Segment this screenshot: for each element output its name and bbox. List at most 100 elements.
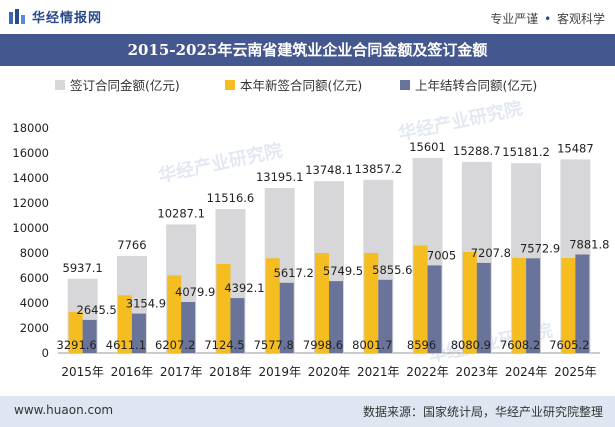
data-label-carried-over: 7572.9 (520, 241, 560, 255)
data-label-signed-total: 10287.1 (157, 206, 205, 220)
bar-new-signed (167, 275, 182, 353)
data-label-signed-total: 5937.1 (63, 261, 103, 275)
data-label-signed-total: 15181.2 (502, 145, 550, 159)
y-tick-label: 18000 (12, 121, 49, 135)
data-label-new-signed: 6207.2 (155, 338, 195, 352)
data-label-carried-over: 7005 (427, 248, 456, 262)
bar-new-signed (216, 263, 231, 353)
y-tick-label: 8000 (20, 246, 49, 260)
data-label-new-signed: 7605.2 (549, 338, 589, 352)
x-tick-label: 2025年 (554, 365, 597, 379)
legend-item-signed-total: 签订合同金额(亿元) (55, 75, 180, 94)
data-label-carried-over: 5749.5 (323, 264, 363, 278)
y-tick-label: 16000 (12, 146, 49, 160)
data-label-carried-over: 4392.1 (224, 281, 264, 295)
bar-new-signed (462, 251, 477, 353)
footer-source: 数据来源：国家统计局，华经产业研究院整理 (362, 405, 603, 419)
data-label-new-signed: 7124.5 (204, 338, 244, 352)
top-bar: 华经情报网 专业严谨 • 客观科学 (0, 0, 615, 34)
data-label-new-signed: 4611.1 (106, 338, 146, 352)
bar-carried-over (329, 281, 343, 353)
data-label-new-signed: 7577.8 (254, 338, 294, 352)
slogan: 专业严谨 • 客观科学 (490, 10, 605, 27)
data-label-carried-over: 7881.8 (569, 237, 609, 251)
x-tick-label: 2023年 (456, 365, 499, 379)
data-label-new-signed: 8080.9 (451, 338, 491, 352)
data-label-signed-total: 13748.1 (305, 163, 353, 177)
bar-new-signed (117, 295, 132, 353)
y-tick-label: 14000 (12, 171, 49, 185)
footer-url[interactable]: www.huaon.com (14, 403, 114, 417)
slogan-right: 客观科学 (556, 12, 605, 26)
bar-new-signed (413, 245, 428, 353)
data-label-new-signed: 8596 (407, 338, 436, 352)
data-label-new-signed: 7998.6 (303, 338, 343, 352)
data-label-carried-over: 5617.2 (274, 266, 314, 280)
data-label-carried-over: 4079.9 (175, 285, 215, 299)
legend-swatch-new-signed (225, 79, 235, 90)
bar-carried-over (575, 254, 590, 353)
bar-chart: 华经产业研究院华经产业研究院华经产业研究院0200040006000800010… (12, 100, 609, 379)
legend-item-carried-over: 上年结转合同额(亿元) (400, 75, 537, 94)
x-tick-label: 2021年 (357, 365, 400, 379)
bar-carried-over (230, 298, 245, 353)
data-label-new-signed: 7608.2 (500, 338, 540, 352)
x-tick-label: 2024年 (505, 365, 548, 379)
y-tick-label: 4000 (20, 296, 49, 310)
data-label-new-signed: 8001.7 (352, 338, 392, 352)
title-bar: 2015-2025年云南省建筑业企业合同金额及签订金额 (0, 34, 615, 66)
x-tick-label: 2015年 (61, 365, 104, 379)
data-label-signed-total: 15601 (409, 140, 446, 154)
bar-carried-over (279, 282, 294, 353)
slogan-separator: • (544, 12, 552, 26)
watermark-text: 华经产业研究院 (396, 100, 524, 145)
data-label-carried-over: 2645.5 (77, 303, 117, 317)
data-label-carried-over: 5855.6 (372, 263, 412, 277)
bar-carried-over (476, 262, 491, 353)
bar-new-signed (512, 257, 527, 353)
data-label-signed-total: 15487 (557, 141, 594, 155)
y-tick-label: 12000 (12, 196, 49, 210)
brand-name: 华经情报网 (32, 11, 103, 26)
x-tick-label: 2017年 (160, 365, 203, 379)
legend-label-signed-total: 签订合同金额(亿元) (70, 78, 180, 93)
x-tick-label: 2018年 (209, 365, 252, 379)
chart-title: 2015-2025年云南省建筑业企业合同金额及签订金额 (127, 41, 488, 59)
legend-label-carried-over: 上年结转合同额(亿元) (415, 78, 538, 93)
bar-new-signed (315, 253, 329, 353)
y-tick-label: 10000 (12, 221, 49, 235)
footer: www.huaon.com 数据来源：国家统计局，华经产业研究院整理 (0, 396, 615, 427)
bar-carried-over (82, 319, 97, 353)
data-label-carried-over: 7207.8 (471, 246, 511, 260)
data-label-new-signed: 3291.6 (57, 338, 97, 352)
data-label-signed-total: 13857.2 (354, 162, 402, 176)
bar-carried-over (378, 279, 393, 353)
brand-logo[interactable]: 华经情报网 (8, 7, 102, 26)
x-tick-label: 2022年 (406, 365, 449, 379)
y-tick-label: 6000 (20, 271, 49, 285)
data-label-signed-total: 15288.7 (453, 144, 501, 158)
bar-carried-over (526, 258, 541, 353)
legend-swatch-carried-over (400, 79, 410, 90)
bar-carried-over (181, 302, 196, 353)
x-tick-label: 2020年 (308, 365, 351, 379)
legend-swatch-signed-total (55, 79, 65, 90)
brand-logo-icon (9, 8, 25, 24)
y-tick-label: 0 (42, 346, 49, 360)
data-label-carried-over: 3154.9 (126, 297, 166, 311)
bar-carried-over (427, 265, 442, 353)
chart-legend: 签订合同金额(亿元) 本年新签合同额(亿元) 上年结转合同额(亿元) (0, 71, 615, 97)
bar-new-signed (68, 311, 83, 353)
slogan-left: 专业严谨 (490, 12, 539, 26)
bar-carried-over (131, 313, 146, 353)
bar-new-signed (364, 252, 379, 353)
x-tick-label: 2019年 (258, 365, 301, 379)
data-label-signed-total: 7766 (117, 238, 146, 252)
bar-new-signed (265, 258, 280, 353)
bar-new-signed (561, 257, 576, 353)
data-label-signed-total: 11516.6 (207, 191, 255, 205)
x-tick-label: 2016年 (111, 365, 154, 379)
data-label-signed-total: 13195.1 (256, 170, 304, 184)
legend-label-new-signed: 本年新签合同额(亿元) (240, 78, 363, 93)
